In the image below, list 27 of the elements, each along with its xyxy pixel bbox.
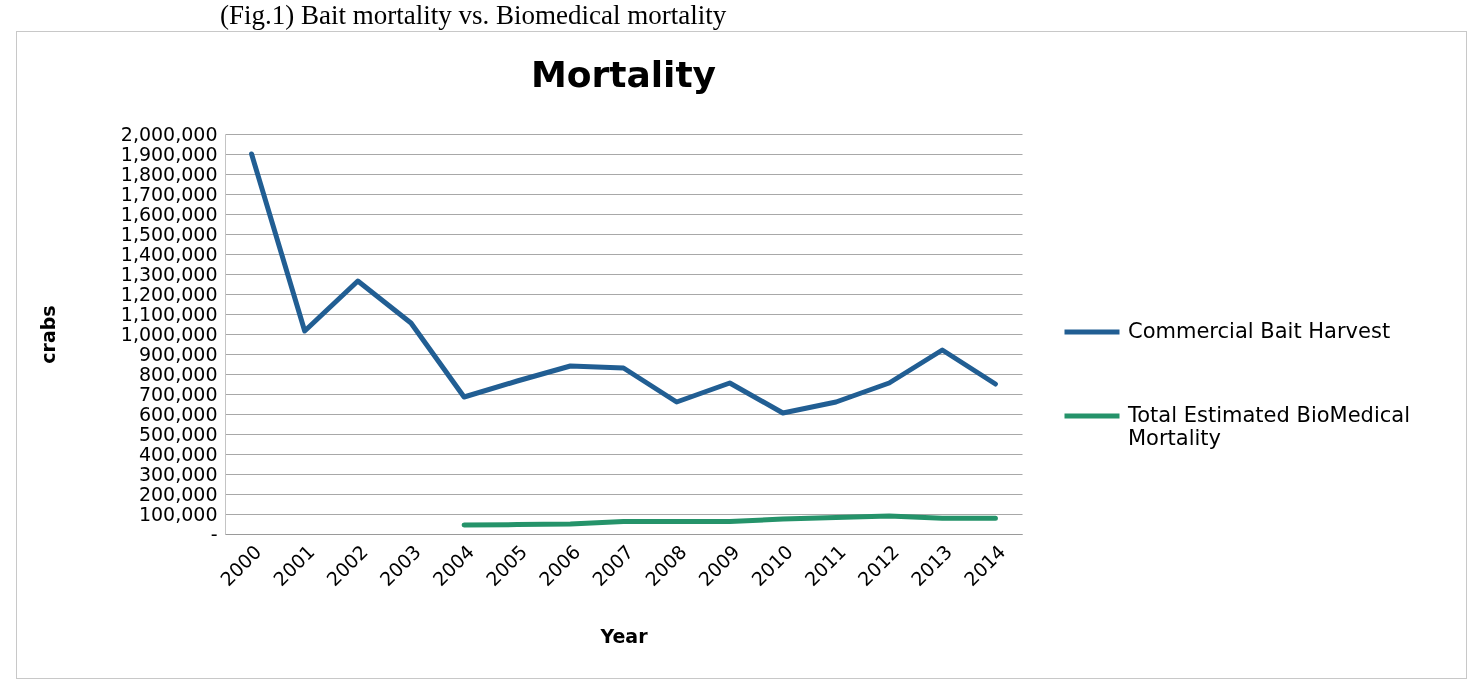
y-tick-label: 1,000,000: [120, 322, 218, 345]
y-tick-label: 100,000: [138, 502, 218, 525]
y-tick-label: 1,600,000: [120, 202, 218, 225]
y-tick-label: -: [210, 522, 218, 545]
y-tick-label: 300,000: [138, 462, 218, 485]
y-tick-label: 600,000: [138, 402, 218, 425]
y-tick-label: 1,800,000: [120, 162, 218, 185]
chart-title: Mortality: [530, 54, 717, 95]
y-tick-label: 1,500,000: [120, 222, 218, 245]
y-tick-label: 800,000: [138, 362, 218, 385]
y-tick-label: 1,400,000: [120, 242, 218, 265]
y-tick-label: 900,000: [138, 342, 218, 365]
legend-label: Commercial Bait Harvest: [1128, 319, 1391, 343]
y-tick-label: 500,000: [138, 422, 218, 445]
y-tick-label: 200,000: [138, 482, 218, 505]
y-tick-label: 1,100,000: [120, 302, 218, 325]
y-axis-title: crabs: [36, 305, 59, 364]
x-axis-title: Year: [599, 625, 649, 648]
y-tick-label: 1,700,000: [120, 182, 218, 205]
y-tick-label: 1,300,000: [120, 262, 218, 285]
y-tick-label: 1,200,000: [120, 282, 218, 305]
y-tick-label: 2,000,000: [120, 122, 218, 145]
legend-label: Total Estimated BioMedical Mortality: [1127, 403, 1411, 450]
y-tick-label: 700,000: [138, 382, 218, 405]
y-tick-label: 1,900,000: [120, 142, 218, 165]
text: (Fig.1) Bait mortality vs. Biomedical mortality: [220, 0, 727, 30]
y-tick-label: 400,000: [138, 442, 218, 465]
